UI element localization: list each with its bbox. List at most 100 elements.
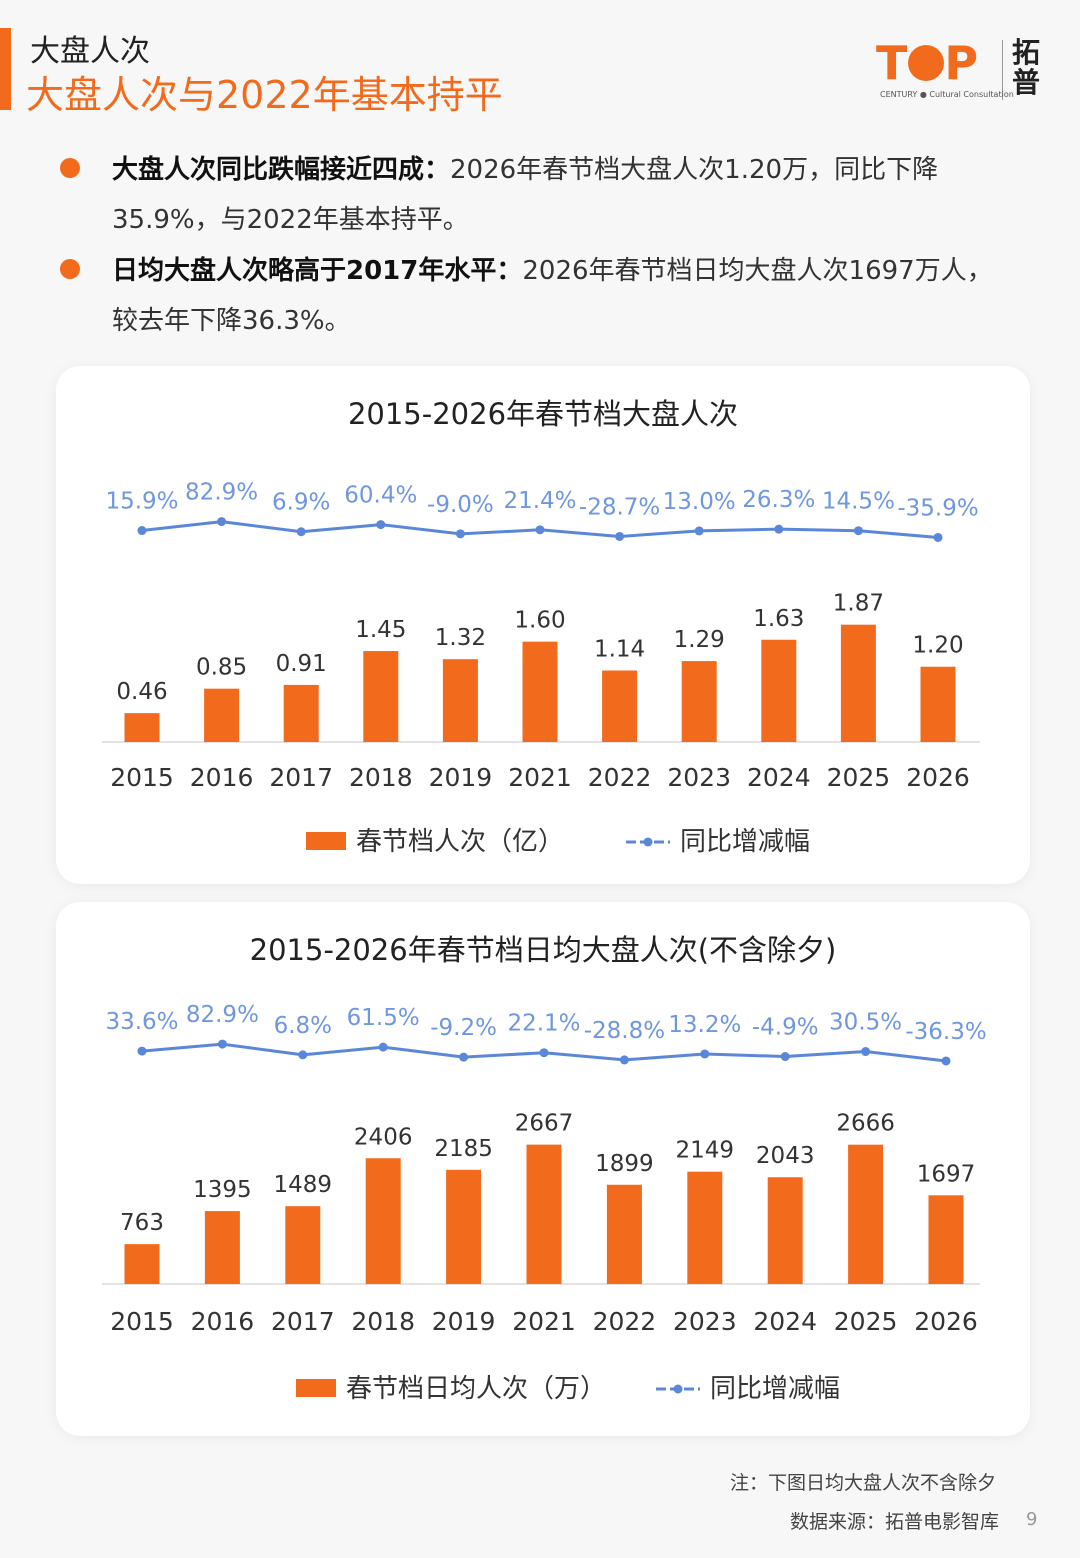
bar-value-label: 1.32 <box>435 625 486 651</box>
yoy-label: -9.2% <box>430 1015 497 1041</box>
bar <box>928 1195 964 1284</box>
bullet-1-line2: 35.9%，与2022年基本持平。 <box>112 205 469 235</box>
bar-value-label: 0.85 <box>196 655 247 681</box>
yoy-label: 60.4% <box>344 483 417 509</box>
bullet-2: 日均大盘人次略高于2017年水平：2026年春节档日均大盘人次1697万人， 较… <box>112 246 1042 346</box>
chart-title: 2015-2026年春节档日均大盘人次(不含除夕) <box>250 933 837 967</box>
bullet-1: 大盘人次同比跌幅接近四成：2026年春节档大盘人次1.20万，同比下降 35.9… <box>112 145 1042 245</box>
yoy-point <box>217 1039 227 1049</box>
logo-chinese: 拓普 <box>1012 36 1041 99</box>
bar <box>840 624 876 742</box>
x-tick-label: 2024 <box>747 763 811 792</box>
legend-line-dot <box>673 1384 683 1394</box>
bar-value-label: 763 <box>120 1210 164 1236</box>
bar <box>446 1169 482 1284</box>
x-tick-label: 2024 <box>753 1307 817 1336</box>
bar <box>848 1144 884 1284</box>
yoy-label: 26.3% <box>742 487 815 513</box>
yoy-label: 30.5% <box>829 1010 902 1036</box>
yoy-point <box>539 1048 549 1058</box>
bar <box>522 641 558 742</box>
x-tick-label: 2022 <box>588 763 652 792</box>
bar-value-label: 2406 <box>354 1124 413 1150</box>
chart-total-admissions: 2015-2026年春节档大盘人次 0.46 2015 0.85 2016 0.91 201… <box>102 397 980 857</box>
yoy-point <box>459 1052 469 1062</box>
yoy-label: 82.9% <box>185 480 258 506</box>
yoy-point <box>376 520 386 530</box>
bullet-2-bold: 日均大盘人次略高于2017年水平： <box>112 256 523 286</box>
yoy-label: 33.6% <box>105 1009 178 1035</box>
yoy-point <box>700 1049 710 1059</box>
legend-bar-label: 春节档人次（亿） <box>356 827 564 857</box>
bar <box>681 661 717 742</box>
legend-line-label: 同比增减幅 <box>680 827 810 857</box>
x-tick-label: 2023 <box>673 1307 737 1336</box>
bar-value-label: 2667 <box>515 1111 574 1137</box>
bar-value-label: 1395 <box>193 1177 252 1203</box>
yoy-label: -35.9% <box>897 495 978 521</box>
bar-value-label: 2043 <box>756 1143 815 1169</box>
bullet-1-bold: 大盘人次同比跌幅接近四成： <box>112 155 451 185</box>
x-tick-label: 2019 <box>429 763 493 792</box>
yoy-label: 13.2% <box>668 1012 741 1038</box>
x-tick-label: 2026 <box>906 763 970 792</box>
chart-title: 2015-2026年春节档大盘人次 <box>348 397 738 431</box>
bar <box>365 1158 401 1284</box>
bar-value-label: 2185 <box>434 1136 493 1162</box>
bar-value-label: 1697 <box>917 1161 976 1187</box>
bullet-dot <box>60 158 80 178</box>
yoy-point <box>137 526 147 536</box>
yoy-point <box>296 527 306 537</box>
yoy-point <box>780 1052 790 1062</box>
yoy-point <box>378 1042 388 1052</box>
header-accent-bar <box>0 28 11 110</box>
logo-o-mark <box>908 45 945 81</box>
bar <box>920 666 956 742</box>
x-tick-label: 2016 <box>190 763 254 792</box>
chart-card-total: 2015-2026年春节档大盘人次 0.46 2015 0.85 2016 0.91 201… <box>56 366 1030 884</box>
bar <box>687 1171 723 1284</box>
legend-bar-label: 春节档日均人次（万） <box>346 1374 606 1404</box>
x-tick-label: 2021 <box>508 763 572 792</box>
bar-value-label: 1.14 <box>594 636 645 662</box>
yoy-point <box>853 526 863 536</box>
bar-value-label: 1.63 <box>753 606 804 632</box>
bar <box>767 1177 803 1284</box>
bar <box>124 713 160 742</box>
bar-value-label: 0.46 <box>116 679 167 705</box>
yoy-point <box>694 526 704 536</box>
yoy-label: -28.8% <box>584 1018 665 1044</box>
x-tick-label: 2022 <box>593 1307 657 1336</box>
chart-card-daily: 2015-2026年春节档日均大盘人次(不含除夕) 763 2015 1395 2016… <box>56 902 1030 1436</box>
yoy-point <box>217 517 227 527</box>
bar <box>526 1144 562 1284</box>
bar <box>761 639 797 742</box>
yoy-label: 6.8% <box>274 1013 332 1039</box>
x-tick-label: 2025 <box>834 1307 898 1336</box>
page-number: 9 <box>1026 1509 1038 1530</box>
bar <box>204 1211 240 1284</box>
chart-daily-admissions: 2015-2026年春节档日均大盘人次(不含除夕) 763 2015 1395 2016… <box>102 933 987 1404</box>
bar-value-label: 1.87 <box>833 591 884 617</box>
x-tick-label: 2025 <box>827 763 891 792</box>
x-tick-label: 2018 <box>349 763 413 792</box>
legend-bar-swatch <box>296 1379 336 1397</box>
bar-value-label: 2149 <box>676 1138 735 1164</box>
x-tick-label: 2015 <box>110 1307 174 1336</box>
x-tick-label: 2021 <box>512 1307 576 1336</box>
logo-tagline: CENTURY ● Cultural Consultation <box>880 90 1014 99</box>
yoy-label: 22.1% <box>507 1011 580 1037</box>
footnote: 注：下图日均大盘人次不含除夕 <box>730 1472 997 1494</box>
x-tick-label: 2018 <box>351 1307 415 1336</box>
bullet-dot <box>60 259 80 279</box>
yoy-label: 6.9% <box>272 490 330 516</box>
bar <box>283 684 319 742</box>
bar-value-label: 1.45 <box>355 617 406 643</box>
x-tick-label: 2023 <box>667 763 731 792</box>
legend-line-dot <box>643 837 653 847</box>
yoy-point <box>774 524 784 534</box>
yoy-label: -9.0% <box>427 492 494 518</box>
bar-value-label: 1.20 <box>912 633 963 659</box>
x-tick-label: 2026 <box>914 1307 978 1336</box>
yoy-label: 15.9% <box>105 489 178 515</box>
